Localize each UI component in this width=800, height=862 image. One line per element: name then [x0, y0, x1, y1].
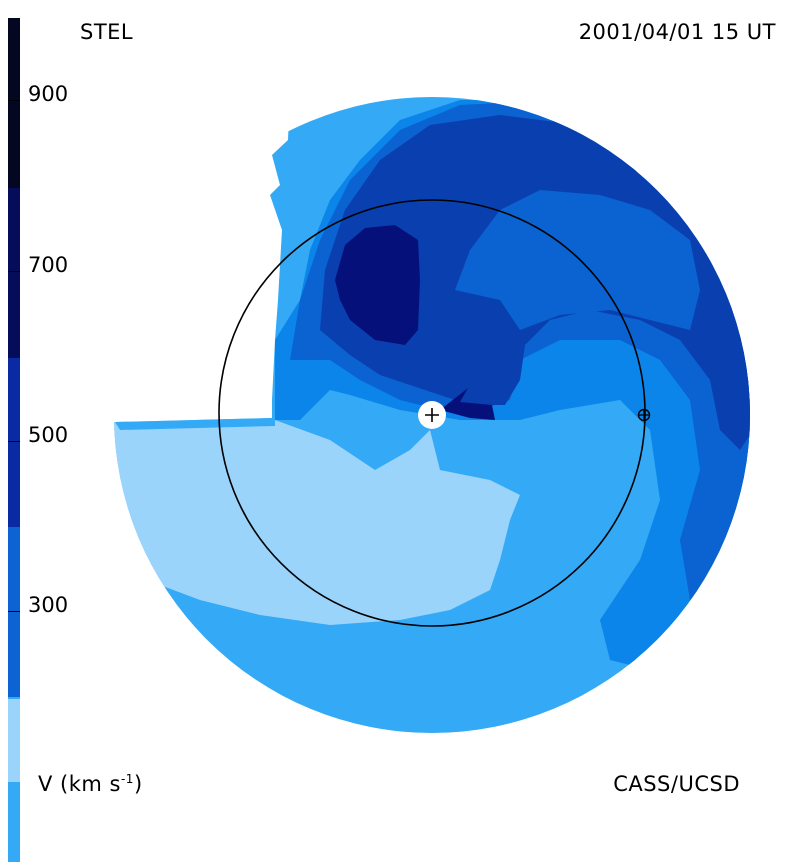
observatory-label: STEL	[80, 20, 134, 44]
units-label: V (km s-1)	[38, 772, 143, 796]
colorbar-label-500: 500	[28, 423, 69, 447]
colorbar-band-1	[8, 18, 20, 188]
units-prefix: V (km s	[38, 772, 121, 796]
solar-wind-velocity-map	[110, 90, 750, 733]
units-superscript: -1	[120, 772, 134, 786]
colorbar-tick-900	[8, 100, 20, 101]
velocity-region-fastest	[335, 225, 420, 345]
units-suffix: )	[133, 772, 143, 796]
timestamp-label: 2001/04/01 15 UT	[578, 20, 776, 44]
data-gap-edge	[115, 418, 275, 430]
colorbar-label-900: 900	[28, 82, 69, 106]
colorbar-band-3	[8, 357, 20, 528]
velocity-colorbar	[8, 18, 20, 862]
velocity-region-very-slow	[114, 420, 520, 625]
velocity-region-fast-tongue	[455, 190, 700, 330]
sun-cross-icon	[425, 408, 439, 422]
colorbar-tick-500	[8, 441, 20, 442]
earth-orbit-circle	[218, 199, 646, 627]
velocity-streak	[440, 388, 495, 420]
earth-cross-icon	[638, 409, 650, 421]
colorbar-label-300: 300	[28, 593, 69, 617]
colorbar-tick-300	[8, 611, 20, 612]
colorbar-band-4	[8, 527, 20, 698]
colorbar-label-700: 700	[28, 253, 69, 277]
data-gap-mask	[110, 90, 290, 422]
colorbar-band-6	[8, 699, 20, 782]
credit-label: CASS/UCSD	[613, 772, 740, 796]
colorbar-tick-700	[8, 271, 20, 272]
colorbar-band-2	[8, 187, 20, 358]
